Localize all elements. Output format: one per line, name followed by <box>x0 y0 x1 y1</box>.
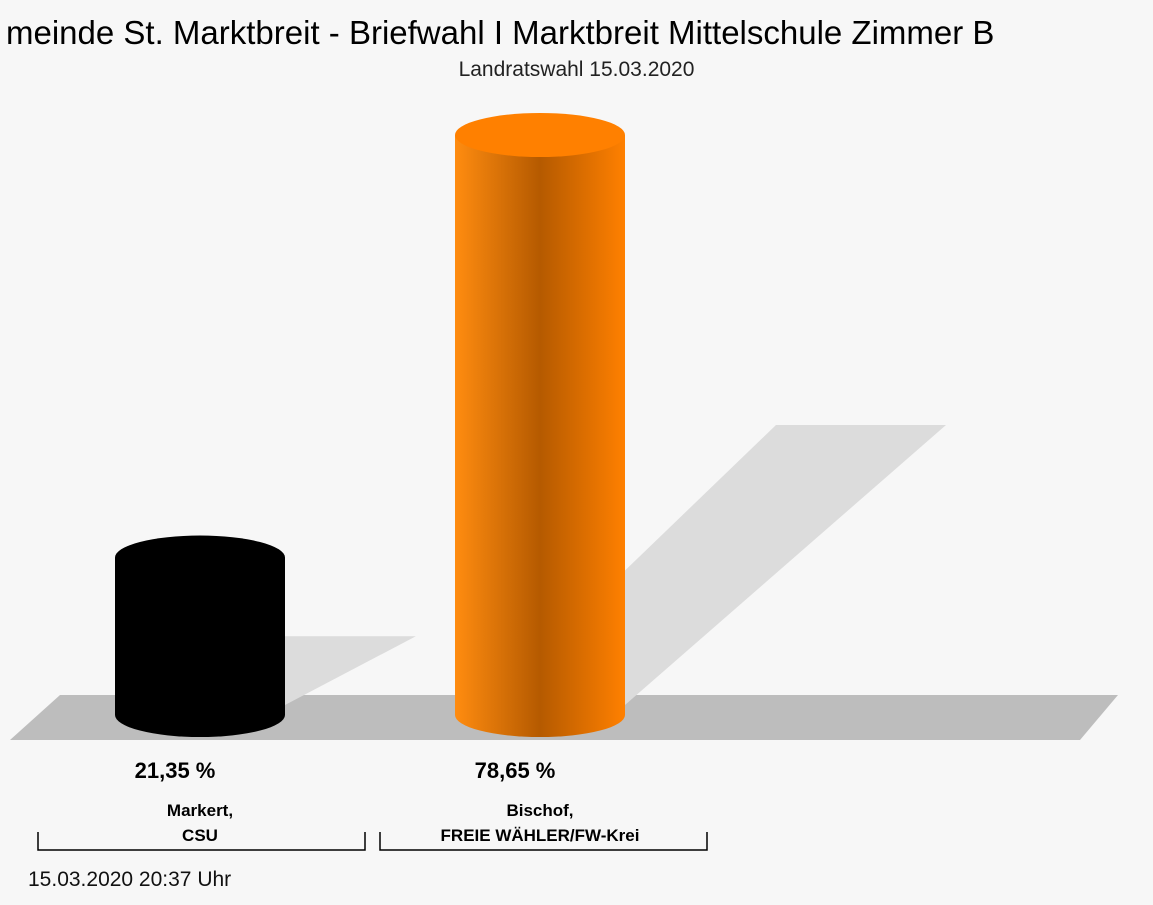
value-label: 21,35 % <box>134 758 216 783</box>
bar <box>115 557 285 715</box>
value-label: 78,65 % <box>474 758 556 783</box>
bar-top <box>115 535 285 580</box>
bracket <box>37 832 366 851</box>
category-label: Markert, CSU <box>166 801 234 845</box>
chart-title: meinde St. Marktbreit - Briefwahl I Mark… <box>6 14 995 51</box>
bar <box>455 135 625 715</box>
bar-top <box>455 113 625 157</box>
category-label: Bischof, FREIE WÄHLER/FW-Krei <box>440 801 640 845</box>
bracket <box>379 832 708 851</box>
chart-subtitle: Landratswahl 15.03.2020 <box>458 58 695 81</box>
timestamp: 15.03.2020 20:37 Uhr <box>28 868 232 891</box>
